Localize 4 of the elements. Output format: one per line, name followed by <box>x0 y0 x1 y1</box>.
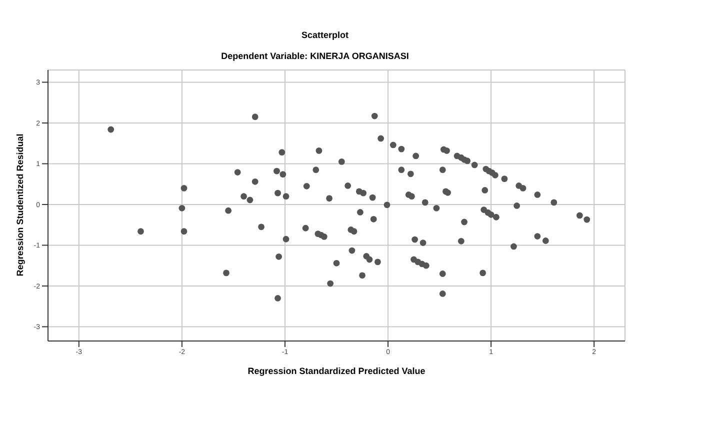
x-axis-title: Regression Standardized Predicted Value <box>246 366 426 376</box>
chart-subtitle: Dependent Variable: KINERJA ORGANISASI <box>220 51 410 61</box>
y-axis-title: Regression Studentized Residual <box>15 134 25 276</box>
chart-title: Scatterplot <box>300 30 350 40</box>
